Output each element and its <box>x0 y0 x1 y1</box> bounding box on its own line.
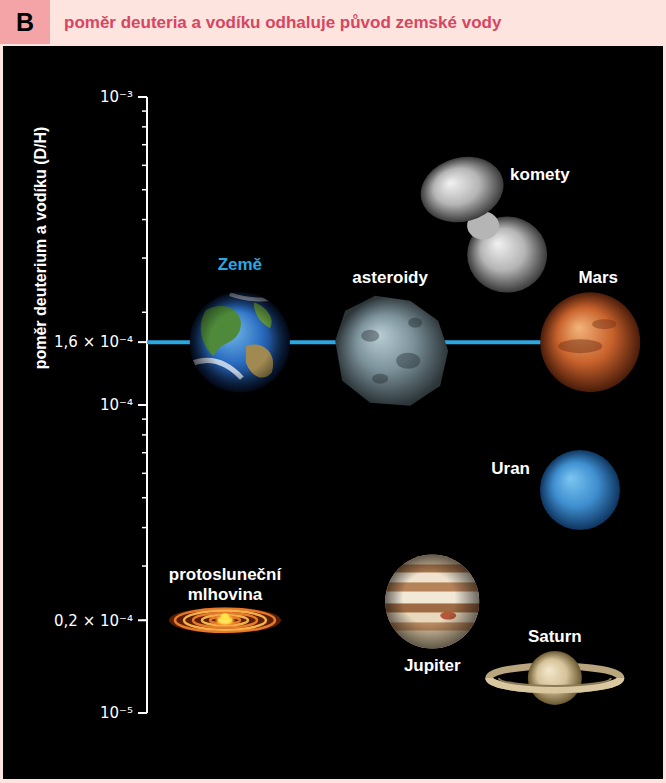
minor-tick <box>142 497 147 499</box>
jupiter-body <box>385 555 479 649</box>
asteroid-crater <box>396 353 420 369</box>
minor-tick <box>142 165 147 167</box>
comet-lobe <box>413 148 511 232</box>
minor-tick <box>142 452 147 454</box>
jupiter-bands <box>385 555 479 649</box>
y-tick <box>138 712 147 714</box>
y-tick <box>138 96 147 98</box>
y-tick <box>138 619 147 621</box>
plot-background <box>3 46 663 779</box>
minor-tick <box>142 565 147 567</box>
minor-tick <box>142 189 147 191</box>
mars-patch <box>558 339 602 353</box>
asteroid-crater <box>361 330 379 342</box>
marks <box>147 148 640 705</box>
y-tick-label: 10⁻⁵ <box>100 704 133 722</box>
object-uranus <box>540 450 620 530</box>
chart-svg: Bpoměr deuteria a vodíku odhaluje původ … <box>0 0 666 783</box>
saturn-ring-gap <box>499 678 611 686</box>
minor-tick <box>142 144 147 146</box>
minor-tick <box>142 110 147 112</box>
asteroid-crater <box>372 374 388 384</box>
y-axis-title: poměr deuterium a vodíku (D/H) <box>32 127 49 370</box>
earth-body <box>190 292 290 392</box>
minor-tick <box>142 418 147 420</box>
y-tick-label: 1,6 × 10⁻⁴ <box>54 333 133 351</box>
asteroid-crater <box>408 318 422 328</box>
minor-tick <box>142 434 147 436</box>
labels: Země asteroidy komety Mars Uran protosluneční… <box>169 165 618 675</box>
mars-body <box>540 292 640 392</box>
saturn-ring-front <box>489 678 621 690</box>
saturn-body <box>528 651 582 705</box>
object-saturn <box>489 651 621 705</box>
y-tick-label: 0,2 × 10⁻⁴ <box>54 612 133 630</box>
mars-patch <box>592 319 616 329</box>
asteroid-body <box>335 296 448 406</box>
nebula-core <box>214 614 236 626</box>
object-label: Jupiter <box>404 656 461 675</box>
uranus-body <box>540 450 620 530</box>
y-tick <box>138 404 147 406</box>
object-label: asteroidy <box>352 268 428 287</box>
object-label-line: mlhovina <box>188 585 263 604</box>
minor-tick <box>142 257 147 259</box>
panel-letter: B <box>16 8 34 36</box>
nebula-ring <box>193 613 257 628</box>
y-tick-label: 10⁻³ <box>100 88 133 106</box>
object-label: Uran <box>491 459 530 478</box>
object-label: komety <box>510 165 570 184</box>
panel-letter-box <box>0 0 50 44</box>
nebula-sun <box>221 613 229 621</box>
y-tick-label: 10⁻⁴ <box>100 396 133 414</box>
page-background <box>0 0 666 783</box>
object-label-line: protosluneční <box>169 565 283 584</box>
title: poměr deuteria a vodíku odhaluje původ z… <box>64 13 502 32</box>
object-nebula <box>169 607 281 633</box>
nebula-ring <box>175 609 275 632</box>
minor-tick <box>142 527 147 529</box>
jupiter-shade <box>385 555 479 649</box>
nebula-ring <box>184 611 266 630</box>
object-asteroid <box>335 296 448 406</box>
earth-shade <box>190 292 290 392</box>
minor-tick <box>142 126 147 128</box>
object-label: Země <box>218 255 262 274</box>
object-label: Saturn <box>528 627 582 646</box>
y-tick <box>138 341 147 343</box>
minor-tick <box>142 473 147 475</box>
object-earth <box>190 292 290 392</box>
minor-tick <box>142 219 147 221</box>
object-jupiter <box>385 555 479 649</box>
object-label: Mars <box>578 268 618 287</box>
object-label: protoslunečnímlhovina <box>169 565 283 604</box>
minor-tick <box>142 312 147 314</box>
nebula-disc <box>169 607 281 633</box>
object-mars <box>540 292 640 392</box>
